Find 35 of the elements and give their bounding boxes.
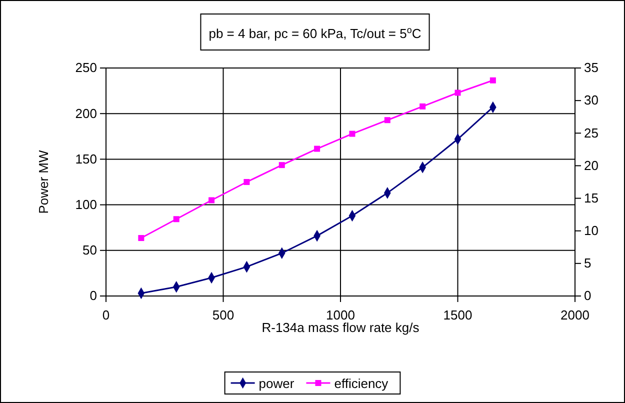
point xyxy=(173,216,180,222)
x-tick-label: 1000 xyxy=(326,307,355,322)
y2-tick-label: 5 xyxy=(584,256,592,271)
point xyxy=(244,179,250,185)
x-tick-label: 1500 xyxy=(443,307,472,322)
point xyxy=(490,77,496,84)
legend-label: power xyxy=(258,376,295,391)
point xyxy=(138,235,144,242)
y-tick-label: 0 xyxy=(90,288,97,304)
y-tick-label: 50 xyxy=(82,242,97,258)
y2-tick-label: 35 xyxy=(584,60,598,76)
y-tick-label: 150 xyxy=(75,151,97,166)
x-tick-label: 500 xyxy=(212,307,234,322)
x-tick-label: 2000 xyxy=(560,307,590,322)
y2-tick-label: 0 xyxy=(584,288,592,304)
y-tick-label: 200 xyxy=(75,106,97,121)
point xyxy=(420,103,426,110)
y-tick-label: 100 xyxy=(75,196,97,212)
point xyxy=(454,90,461,96)
chart-title: pb = 4 bar, pc = 60 kPa, Tc/out = 5$^{o}$C xyxy=(208,25,422,41)
y-axis-title: Power MW xyxy=(36,149,51,214)
legend-label: efficiency xyxy=(334,376,389,391)
y2-tick-label: 20 xyxy=(584,158,598,173)
y-tick-label: 250 xyxy=(75,60,97,76)
point xyxy=(314,146,320,152)
y2-tick-label: 15 xyxy=(584,190,598,206)
point xyxy=(278,162,285,168)
point xyxy=(349,130,356,137)
point xyxy=(384,117,390,124)
y2-tick-label: 25 xyxy=(584,125,598,140)
x-axis-title: R-134a mass flow rate kg/s xyxy=(262,320,420,335)
y2-tick-label: 10 xyxy=(584,223,598,238)
x-tick-label: 0 xyxy=(102,307,110,322)
y2-tick-label: 30 xyxy=(584,92,598,108)
point xyxy=(208,197,215,204)
